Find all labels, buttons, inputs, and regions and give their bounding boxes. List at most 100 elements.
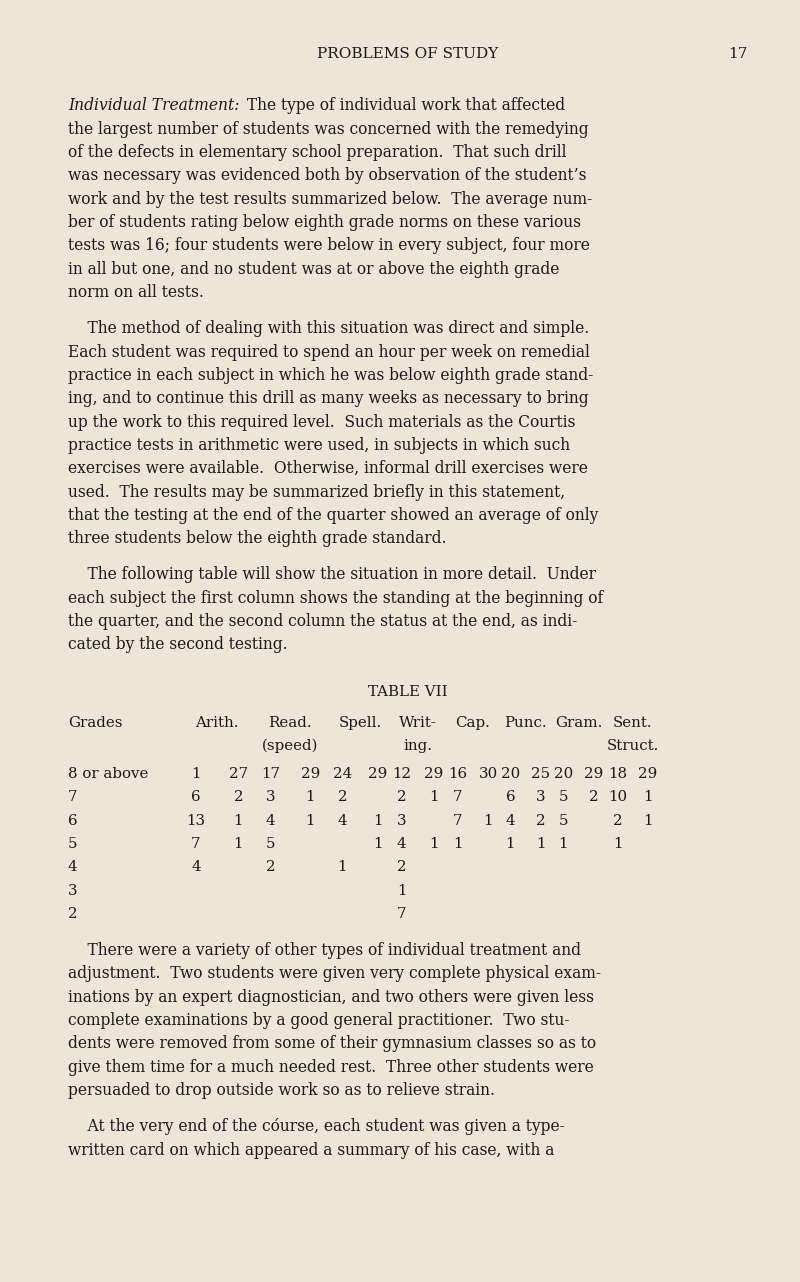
Text: Read.: Read. — [269, 715, 312, 729]
Text: ing.: ing. — [403, 738, 432, 753]
Text: in all but one, and no student was at or above the eighth grade: in all but one, and no student was at or… — [68, 260, 559, 278]
Text: Grades: Grades — [68, 715, 122, 729]
Text: 1: 1 — [643, 814, 653, 828]
Text: Individual Treatment:: Individual Treatment: — [68, 97, 239, 114]
Text: dents were removed from some of their gymnasium classes so as to: dents were removed from some of their gy… — [68, 1036, 596, 1053]
Text: 2: 2 — [536, 814, 546, 828]
Text: 2: 2 — [589, 791, 598, 804]
Text: Cap.: Cap. — [455, 715, 490, 729]
Text: 29: 29 — [638, 767, 658, 781]
Text: 4: 4 — [68, 860, 78, 874]
Text: (speed): (speed) — [262, 738, 318, 754]
Text: ber of students rating below eighth grade norms on these various: ber of students rating below eighth grad… — [68, 214, 581, 231]
Text: 1: 1 — [483, 814, 493, 828]
Text: Arith.: Arith. — [195, 715, 239, 729]
Text: exercises were available.  Otherwise, informal drill exercises were: exercises were available. Otherwise, inf… — [68, 460, 588, 477]
Text: 5: 5 — [68, 837, 78, 851]
Text: 17: 17 — [729, 47, 748, 62]
Text: There were a variety of other types of individual treatment and: There were a variety of other types of i… — [68, 942, 581, 959]
Text: 1: 1 — [429, 837, 438, 851]
Text: tests was 16; four students were below in every subject, four more: tests was 16; four students were below i… — [68, 237, 590, 254]
Text: The following table will show the situation in more detail.  Under: The following table will show the situat… — [68, 567, 596, 583]
Text: 8 or above: 8 or above — [68, 767, 148, 781]
Text: 1: 1 — [643, 791, 653, 804]
Text: 2: 2 — [613, 814, 622, 828]
Text: 1: 1 — [373, 814, 382, 828]
Text: adjustment.  Two students were given very complete physical exam-: adjustment. Two students were given very… — [68, 965, 601, 982]
Text: the quarter, and the second column the status at the end, as indi-: the quarter, and the second column the s… — [68, 613, 578, 629]
Text: 29: 29 — [301, 767, 320, 781]
Text: 1: 1 — [536, 837, 546, 851]
Text: practice tests in arithmetic were used, in subjects in which such: practice tests in arithmetic were used, … — [68, 437, 570, 454]
Text: Sent.: Sent. — [613, 715, 653, 729]
Text: 1: 1 — [613, 837, 622, 851]
Text: 1: 1 — [191, 767, 201, 781]
Text: The type of individual work that affected: The type of individual work that affecte… — [242, 97, 566, 114]
Text: 1: 1 — [306, 814, 315, 828]
Text: three students below the eighth grade standard.: three students below the eighth grade st… — [68, 531, 446, 547]
Text: 2: 2 — [338, 791, 347, 804]
Text: 5: 5 — [558, 814, 568, 828]
Text: PROBLEMS OF STUDY: PROBLEMS OF STUDY — [318, 47, 498, 62]
Text: Punc.: Punc. — [504, 715, 547, 729]
Text: 10: 10 — [608, 791, 627, 804]
Text: 1: 1 — [338, 860, 347, 874]
Text: 7: 7 — [397, 908, 406, 920]
Text: persuaded to drop outside work so as to relieve strain.: persuaded to drop outside work so as to … — [68, 1082, 495, 1099]
Text: Struct.: Struct. — [606, 738, 659, 753]
Text: 20: 20 — [554, 767, 573, 781]
Text: 4: 4 — [191, 860, 201, 874]
Text: 3: 3 — [536, 791, 546, 804]
Text: 7: 7 — [453, 814, 462, 828]
Text: 4: 4 — [397, 837, 406, 851]
Text: 5: 5 — [558, 791, 568, 804]
Text: 3: 3 — [68, 883, 78, 897]
Text: used.  The results may be summarized briefly in this statement,: used. The results may be summarized brie… — [68, 483, 565, 500]
Text: 1: 1 — [453, 837, 462, 851]
Text: 7: 7 — [68, 791, 78, 804]
Text: 13: 13 — [186, 814, 206, 828]
Text: 29: 29 — [584, 767, 603, 781]
Text: 1: 1 — [306, 791, 315, 804]
Text: 1: 1 — [397, 883, 406, 897]
Text: 20: 20 — [501, 767, 520, 781]
Text: 29: 29 — [368, 767, 387, 781]
Text: cated by the second testing.: cated by the second testing. — [68, 636, 288, 654]
Text: 18: 18 — [608, 767, 627, 781]
Text: 17: 17 — [261, 767, 280, 781]
Text: 7: 7 — [453, 791, 462, 804]
Text: Gram.: Gram. — [554, 715, 602, 729]
Text: 2: 2 — [397, 791, 406, 804]
Text: 1: 1 — [558, 837, 568, 851]
Text: Each student was required to spend an hour per week on remedial: Each student was required to spend an ho… — [68, 344, 590, 360]
Text: ing, and to continue this drill as many weeks as necessary to bring: ing, and to continue this drill as many … — [68, 390, 589, 408]
Text: 1: 1 — [373, 837, 382, 851]
Text: 16: 16 — [448, 767, 467, 781]
Text: 4: 4 — [338, 814, 347, 828]
Text: inations by an expert diagnostician, and two others were given less: inations by an expert diagnostician, and… — [68, 988, 594, 1006]
Text: Writ-: Writ- — [398, 715, 437, 729]
Text: norm on all tests.: norm on all tests. — [68, 285, 204, 301]
Text: 7: 7 — [191, 837, 201, 851]
Text: 2: 2 — [234, 791, 243, 804]
Text: The method of dealing with this situation was direct and simple.: The method of dealing with this situatio… — [68, 320, 590, 337]
Text: 12: 12 — [392, 767, 411, 781]
Text: 4: 4 — [506, 814, 515, 828]
Text: was necessary was evidenced both by observation of the student’s: was necessary was evidenced both by obse… — [68, 168, 586, 185]
Text: that the testing at the end of the quarter showed an average of only: that the testing at the end of the quart… — [68, 506, 598, 524]
Text: 1: 1 — [234, 837, 243, 851]
Text: 25: 25 — [531, 767, 550, 781]
Text: 6: 6 — [68, 814, 78, 828]
Text: of the defects in elementary school preparation.  That such drill: of the defects in elementary school prep… — [68, 144, 566, 162]
Text: complete examinations by a good general practitioner.  Two stu-: complete examinations by a good general … — [68, 1011, 570, 1029]
Text: written card on which appeared a summary of his case, with a: written card on which appeared a summary… — [68, 1141, 554, 1159]
Text: 4: 4 — [266, 814, 275, 828]
Text: 27: 27 — [229, 767, 248, 781]
Text: work and by the test results summarized below.  The average num-: work and by the test results summarized … — [68, 191, 592, 208]
Text: 6: 6 — [506, 791, 515, 804]
Text: 29: 29 — [424, 767, 443, 781]
Text: 3: 3 — [397, 814, 406, 828]
Text: 6: 6 — [191, 791, 201, 804]
Text: 2: 2 — [68, 908, 78, 920]
Text: the largest number of students was concerned with the remedying: the largest number of students was conce… — [68, 121, 589, 137]
